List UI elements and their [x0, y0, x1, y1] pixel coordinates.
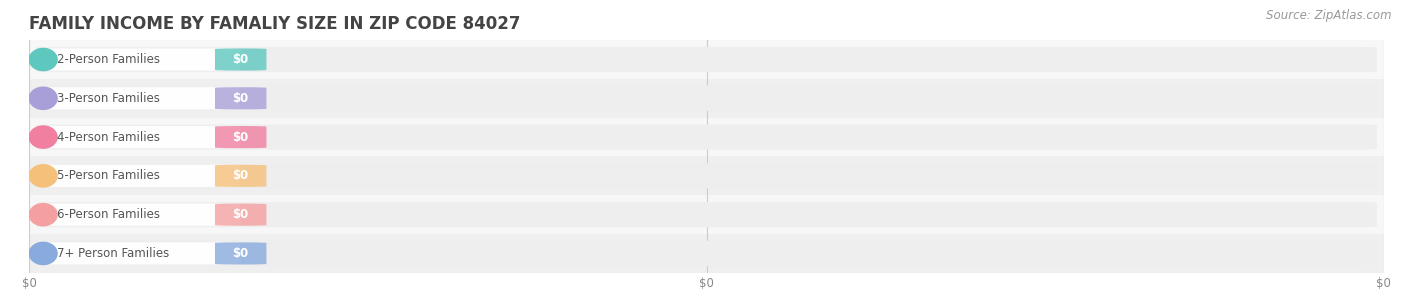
FancyBboxPatch shape	[39, 204, 240, 226]
FancyBboxPatch shape	[39, 242, 240, 264]
FancyBboxPatch shape	[39, 87, 240, 109]
Ellipse shape	[30, 242, 58, 264]
FancyBboxPatch shape	[37, 47, 1376, 72]
Bar	[30, 234, 1384, 273]
Text: $0: $0	[232, 247, 249, 260]
Text: $0: $0	[232, 208, 249, 221]
Ellipse shape	[30, 126, 58, 148]
Text: FAMILY INCOME BY FAMALIY SIZE IN ZIP CODE 84027: FAMILY INCOME BY FAMALIY SIZE IN ZIP COD…	[30, 15, 522, 33]
FancyBboxPatch shape	[39, 126, 240, 148]
Text: Source: ZipAtlas.com: Source: ZipAtlas.com	[1267, 9, 1392, 22]
FancyBboxPatch shape	[215, 204, 266, 226]
Text: 2-Person Families: 2-Person Families	[58, 53, 160, 66]
FancyBboxPatch shape	[37, 241, 1376, 266]
FancyBboxPatch shape	[37, 86, 1376, 111]
FancyBboxPatch shape	[215, 165, 266, 187]
Text: 6-Person Families: 6-Person Families	[58, 208, 160, 221]
FancyBboxPatch shape	[37, 124, 1376, 150]
Bar	[30, 40, 1384, 79]
Ellipse shape	[30, 87, 58, 109]
FancyBboxPatch shape	[39, 165, 240, 187]
FancyBboxPatch shape	[215, 48, 266, 70]
FancyBboxPatch shape	[37, 163, 1376, 188]
Text: 4-Person Families: 4-Person Families	[58, 131, 160, 144]
FancyBboxPatch shape	[215, 87, 266, 109]
Text: $0: $0	[232, 53, 249, 66]
Bar	[30, 156, 1384, 195]
FancyBboxPatch shape	[215, 242, 266, 264]
Ellipse shape	[30, 48, 58, 70]
Bar	[30, 118, 1384, 156]
Text: 3-Person Families: 3-Person Families	[58, 92, 160, 105]
Text: 7+ Person Families: 7+ Person Families	[58, 247, 169, 260]
Text: $0: $0	[232, 169, 249, 182]
Text: 5-Person Families: 5-Person Families	[58, 169, 160, 182]
Text: $0: $0	[232, 92, 249, 105]
Text: $0: $0	[232, 131, 249, 144]
Ellipse shape	[30, 165, 58, 187]
Bar	[30, 195, 1384, 234]
Bar	[30, 79, 1384, 118]
FancyBboxPatch shape	[39, 48, 240, 70]
Ellipse shape	[30, 203, 58, 226]
FancyBboxPatch shape	[215, 126, 266, 148]
FancyBboxPatch shape	[37, 202, 1376, 227]
